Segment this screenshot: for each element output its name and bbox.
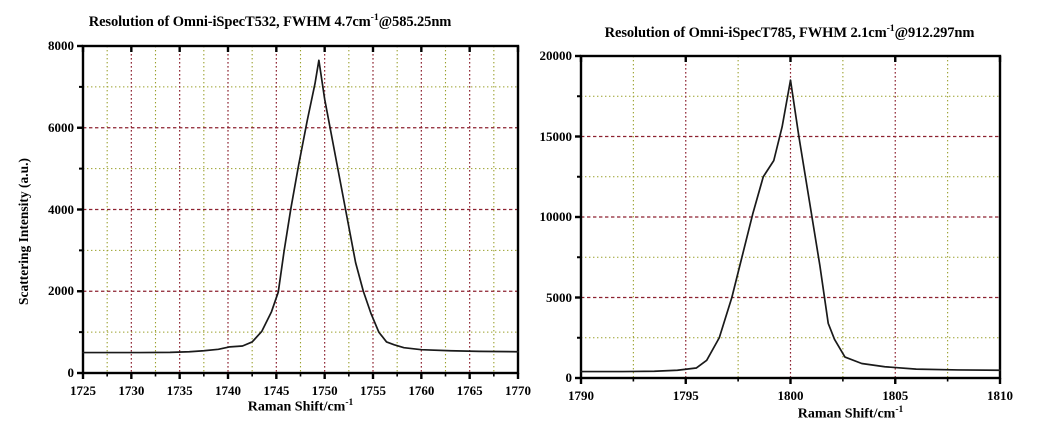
x-tick-label: 1795	[672, 388, 699, 403]
chart-title-right: Resolution of Omni-iSpecT785, FWHM 2.1cm…	[540, 23, 1039, 42]
x-tick-label: 1805	[882, 388, 909, 403]
chart-title-left-suffix: @585.25nm	[378, 13, 452, 30]
x-tick-label: 1735	[166, 383, 193, 398]
y-tick-label: 8000	[48, 38, 74, 53]
x-tick-label: 1770	[505, 383, 531, 398]
y-tick-label: 0	[67, 365, 75, 380]
data-series-0	[82, 59, 519, 354]
plot-area-left	[77, 44, 520, 379]
x-tick-label: 1750	[311, 383, 338, 398]
data-series-0	[580, 79, 1001, 373]
y-tick-label: 10000	[539, 209, 573, 224]
y-tick-label: 6000	[48, 119, 74, 135]
major-gridlines	[581, 56, 1000, 378]
chart-panel-right: Resolution of Omni-iSpecT785, FWHM 2.1cm…	[540, 0, 1039, 433]
chart-title-right-superscript: -1	[886, 23, 895, 34]
x-tick-label: 1745	[263, 383, 290, 398]
x-tick-label: 1760	[408, 383, 435, 398]
chart-panel-left: Resolution of Omni-iSpecT532, FWHM 4.7cm…	[0, 12, 540, 416]
x-axis-label-right: Raman Shift/cm-1	[641, 405, 1039, 423]
y-tick-label: 5000	[546, 289, 572, 305]
x-tick-label: 1740	[215, 383, 241, 398]
x-tick-label: 1730	[118, 383, 145, 398]
x-axis-label-left-superscript: -1	[345, 398, 354, 408]
chart-title-left: Resolution of Omni-iSpecT532, FWHM 4.7cm…	[0, 12, 540, 31]
chart-title-right-suffix: @912.297nm	[894, 24, 975, 41]
minor-gridlines	[83, 46, 518, 373]
chart-title-right-prefix: Resolution of Omni-iSpecT785, FWHM 2.1cm	[604, 24, 887, 41]
x-axis-label-right-text: Raman Shift/cm	[797, 406, 896, 422]
y-tick-label: 2000	[48, 283, 74, 299]
x-tick-label: 1800	[777, 388, 804, 403]
plot-area-right	[575, 54, 1002, 384]
chart-title-left-prefix: Resolution of Omni-iSpecT532, FWHM 4.7cm	[88, 13, 371, 30]
y-tick-label: 20000	[539, 48, 573, 63]
y-tick-label: 0	[565, 370, 573, 385]
x-tick-label: 1765	[456, 383, 483, 398]
y-tick-label: 4000	[48, 201, 74, 217]
x-tick-label: 1810	[987, 388, 1013, 403]
x-tick-label: 1790	[568, 388, 594, 403]
x-tick-label: 1725	[70, 383, 96, 398]
y-tick-label: 15000	[539, 128, 573, 144]
x-axis-label-left-text: Raman Shift/cm	[247, 399, 346, 415]
axis-ticks	[575, 54, 1002, 384]
x-axis-label-left: Raman Shift/cm-1	[83, 398, 518, 416]
x-axis-label-right-superscript: -1	[895, 405, 904, 415]
chart-title-left-superscript: -1	[370, 12, 379, 23]
x-tick-label: 1755	[360, 383, 386, 398]
axis-ticks	[77, 44, 520, 379]
